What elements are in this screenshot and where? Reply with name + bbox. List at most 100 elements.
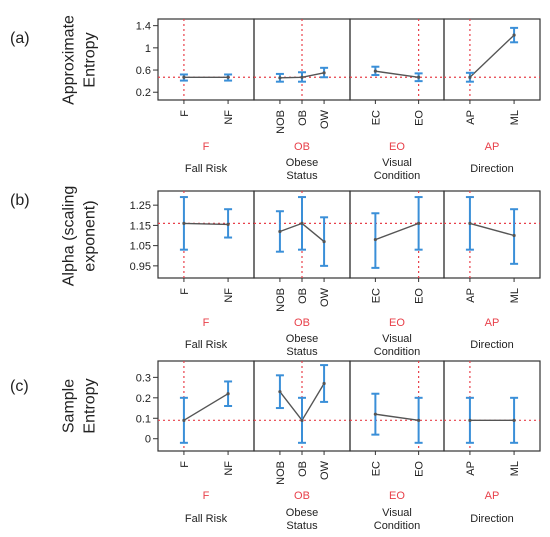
x-tick-label: NOB [275, 288, 287, 312]
factor-name: Condition [374, 520, 420, 532]
factor-name: Condition [374, 346, 420, 358]
factor-reference-label: OB [294, 141, 310, 153]
x-tick-label: NF [223, 461, 235, 476]
mean-point [417, 418, 421, 422]
row-label: (a) [10, 30, 30, 47]
factor-reference-label: F [203, 490, 210, 502]
mean-point [300, 221, 304, 225]
factor-name: Obese [286, 157, 318, 169]
y-tick-label: 0.2 [136, 87, 151, 99]
y-tick-label: 1.4 [136, 21, 151, 33]
x-tick-label: OB [297, 110, 309, 126]
x-tick-label: AP [465, 288, 477, 303]
mean-point [300, 418, 304, 422]
mean-point [182, 75, 186, 79]
y-tick-label: 1 [145, 43, 151, 55]
mean-point [512, 418, 516, 422]
mean-point [182, 221, 186, 225]
mean-point [322, 71, 326, 75]
x-tick-label: ML [509, 288, 521, 303]
mean-point [373, 69, 377, 73]
x-tick-label: F [179, 461, 191, 468]
factor-name: Direction [470, 339, 513, 351]
factor-name: Obese [286, 333, 318, 345]
mean-point [322, 239, 326, 244]
mean-line [375, 222, 419, 241]
panel-1: F NF F Fall Risk [157, 190, 255, 351]
mean-point [512, 33, 516, 37]
panel-4: AP ML AP Direction [443, 18, 541, 175]
factor-reference-label: AP [485, 490, 500, 502]
factor-name: Fall Risk [185, 339, 228, 351]
x-tick-label: OB [297, 461, 309, 477]
x-tick-label: EC [370, 461, 382, 476]
mean-point [468, 75, 472, 79]
mean-point [226, 75, 230, 79]
factor-name: Condition [374, 170, 420, 182]
factor-reference-label: EO [389, 490, 405, 502]
mean-point [278, 229, 282, 234]
y-tick-label: 0.3 [136, 372, 151, 384]
mean-line [183, 222, 229, 226]
y-axis-label: Entropy [82, 32, 99, 87]
panel-1: F NF F Fall Risk [157, 18, 255, 175]
factor-name: Obese [286, 507, 318, 519]
x-tick-label: EC [370, 110, 382, 125]
y-axis-label: Entropy [82, 378, 99, 433]
panel-4: AP ML AP Direction [443, 360, 541, 525]
factor-name: Direction [470, 163, 513, 175]
panel-frame [157, 360, 255, 452]
x-tick-label: F [179, 288, 191, 295]
panel-frame [157, 18, 255, 101]
x-tick-label: AP [465, 110, 477, 125]
y-tick-label: 0.95 [130, 261, 151, 273]
mean-point [278, 390, 282, 394]
y-axis-label: exponent) [82, 200, 99, 271]
factor-name: Visual [382, 157, 412, 169]
x-tick-label: ML [509, 461, 521, 476]
y-axis-label: Sample [61, 379, 78, 433]
mean-point [468, 221, 472, 225]
mean-point [182, 418, 186, 422]
factor-reference-label: F [203, 317, 210, 329]
factor-reference-label: F [203, 141, 210, 153]
y-tick-label: 0 [145, 434, 151, 446]
chart-row-3: (c) Sample Entropy 0.3 0.2 0.1 0 F NF F Fall Risk N… [10, 360, 541, 532]
mean-line [183, 393, 229, 421]
x-tick-label: EO [414, 110, 426, 126]
factor-name: Fall Risk [185, 513, 228, 525]
y-tick-label: 0.6 [136, 65, 151, 77]
mean-point [226, 222, 230, 226]
x-tick-label: ML [509, 110, 521, 125]
mean-point [226, 392, 230, 396]
x-tick-label: EO [414, 288, 426, 304]
row-label: (c) [10, 378, 29, 395]
factor-name: Status [286, 170, 318, 182]
factor-reference-label: AP [485, 141, 500, 153]
factor-name: Visual [382, 507, 412, 519]
factor-name: Visual [382, 333, 412, 345]
mean-point [417, 75, 421, 79]
y-axis-label: Approximate [61, 15, 78, 105]
chart-row-1: (a) Approximate Entropy 1.4 1 0.6 0.2 F NF F Fall … [10, 15, 541, 182]
panel-frame [157, 190, 255, 279]
factor-reference-label: OB [294, 490, 310, 502]
mean-point [278, 76, 282, 80]
panel-frame [443, 190, 541, 279]
factor-name: Status [286, 520, 318, 532]
factor-reference-label: AP [485, 317, 500, 329]
row-label: (b) [10, 192, 30, 209]
mean-point [468, 418, 472, 422]
factor-reference-label: EO [389, 317, 405, 329]
x-tick-label: OW [319, 287, 331, 307]
mean-point [373, 412, 377, 416]
panel-1: F NF F Fall Risk [157, 360, 255, 525]
x-tick-label: NOB [275, 461, 287, 485]
y-tick-label: 1.05 [130, 241, 151, 253]
